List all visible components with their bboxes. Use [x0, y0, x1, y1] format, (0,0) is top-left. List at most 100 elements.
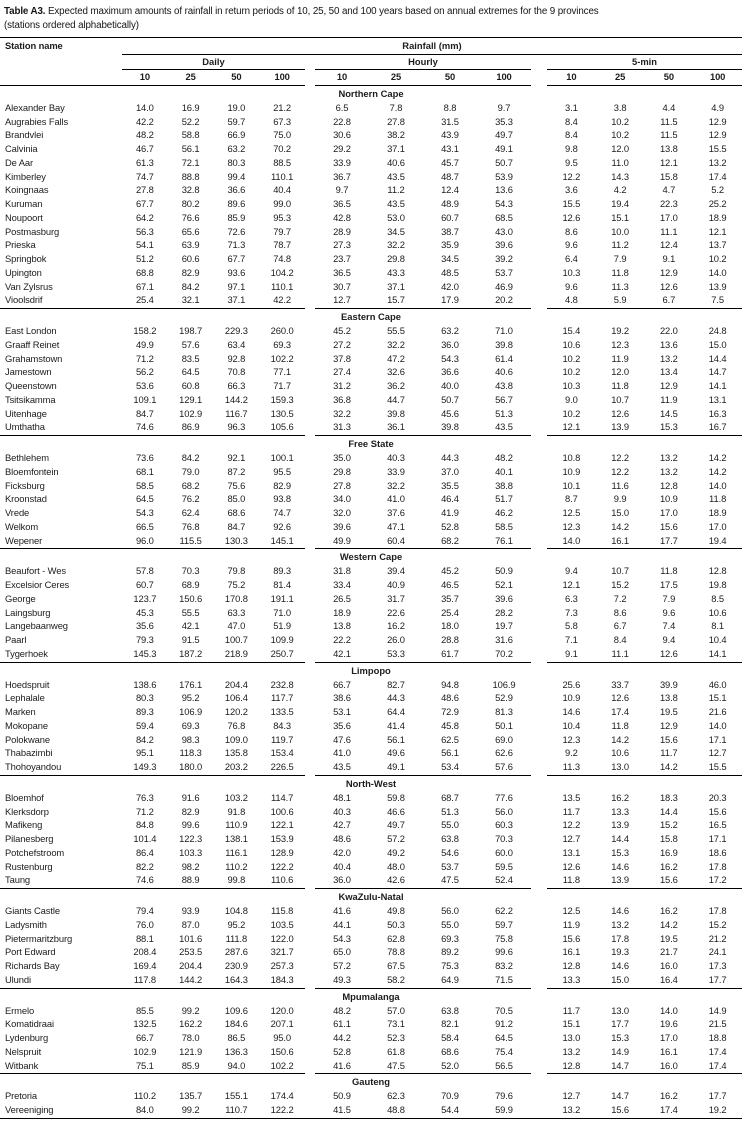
return-period-header-row: 10 25 50 100 10 25 50 100 10 25 50 100	[0, 70, 742, 84]
value-cell: 63.2	[441, 325, 459, 337]
value-cell: 46.7	[135, 143, 154, 155]
value-cell: 79.4	[135, 905, 154, 917]
table-row: Marken 89.3 106.9 120.2 133.5 53.1 64.4 72.9 81.…	[0, 705, 742, 719]
value-cell: 3.6	[565, 184, 578, 196]
value-cell: 62.5	[441, 733, 459, 745]
value-cell: 78.7	[273, 239, 292, 251]
value-cell: 19.2	[611, 325, 630, 337]
value-cell: 68.6	[441, 1045, 459, 1057]
value-cell: 35.0	[333, 452, 351, 464]
value-cell: 79.0	[181, 465, 200, 477]
table-row: Bloemhof 76.3 91.6 103.2 114.7 48.1 59.8 68.7 77…	[0, 791, 742, 805]
value-cell: 14.0	[135, 101, 154, 113]
value-cell: 42.1	[181, 620, 200, 632]
value-cell: 15.6	[659, 520, 678, 532]
value-cell: 65.0	[333, 946, 351, 958]
value-cell: 13.9	[611, 819, 630, 831]
province-header-row-kwazulu-natal: KwaZulu-Natal	[0, 890, 742, 904]
value-cell: 68.8	[135, 266, 154, 278]
return-period-header-daily-100: 100	[274, 71, 290, 83]
value-cell: 87.0	[181, 918, 200, 930]
value-cell: 56.3	[135, 225, 154, 237]
value-cell: 53.7	[441, 860, 459, 872]
value-cell: 52.2	[181, 115, 200, 127]
value-cell: 79.8	[227, 565, 246, 577]
value-cell: 12.9	[659, 380, 678, 392]
value-cell: 17.0	[659, 1032, 678, 1044]
value-cell: 48.7	[441, 170, 459, 182]
value-cell: 40.1	[495, 465, 513, 477]
station-name-cell: Ermelo	[5, 1004, 35, 1016]
value-cell: 53.4	[441, 761, 459, 773]
value-cell: 69.3	[273, 338, 292, 350]
value-cell: 132.5	[133, 1018, 157, 1030]
return-period-header-hourly-10: 10	[336, 71, 348, 83]
value-cell: 109.1	[133, 393, 157, 405]
table-row: Noupoort 64.2 76.6 85.9 95.3 42.8 53.0 60.7 68.5…	[0, 211, 742, 225]
value-cell: 9.6	[565, 239, 578, 251]
value-cell: 58.4	[441, 1032, 459, 1044]
value-cell: 68.9	[181, 579, 200, 591]
value-cell: 74.7	[273, 507, 292, 519]
table-row: Koingnaas 27.8 32.8 36.6 40.4 9.7 11.2 12.4 13.6…	[0, 183, 742, 197]
value-cell: 17.7	[611, 1018, 630, 1030]
value-cell: 41.4	[387, 719, 405, 731]
value-cell: 72.1	[181, 156, 200, 168]
value-cell: 95.3	[273, 211, 292, 223]
value-cell: 15.3	[611, 1032, 630, 1044]
table-row: Thohoyandou 149.3 180.0 203.2 226.5 43.5 49.1 5…	[0, 760, 742, 774]
value-cell: 118.3	[179, 747, 202, 759]
value-cell: 31.8	[333, 565, 351, 577]
value-cell: 71.0	[273, 606, 292, 618]
value-cell: 49.3	[333, 973, 351, 985]
rule-segment	[0, 435, 305, 437]
value-cell: 91.8	[227, 805, 246, 817]
rule-segment	[547, 84, 742, 86]
value-cell: 15.7	[387, 294, 405, 306]
value-cell: 42.2	[135, 115, 154, 127]
return-period-header-5-min-10: 10	[566, 71, 577, 83]
value-cell: 52.8	[441, 520, 459, 532]
value-cell: 76.1	[495, 534, 513, 546]
value-cell: 13.0	[611, 761, 630, 773]
table-number-label: Table A3.	[4, 6, 46, 17]
station-name-cell: Upington	[5, 266, 42, 278]
value-cell: 92.1	[227, 452, 246, 464]
table-row: Pretoria 110.2 135.7 155.1 174.4 50.9 62.3 70.9…	[0, 1089, 742, 1103]
table-row: Klerksdorp 71.2 82.9 91.8 100.6 40.3 46.6 51.3 5…	[0, 805, 742, 819]
value-cell: 70.2	[495, 647, 513, 659]
value-cell: 52.4	[495, 874, 513, 886]
station-name-cell: Umthatha	[5, 421, 45, 433]
value-cell: 15.1	[562, 1018, 581, 1030]
value-cell: 12.9	[659, 719, 678, 731]
return-period-header-hourly-25: 25	[390, 71, 402, 83]
value-cell: 74.6	[135, 874, 154, 886]
value-cell: 45.3	[135, 606, 154, 618]
value-cell: 17.4	[659, 1104, 678, 1116]
value-cell: 61.4	[495, 352, 513, 364]
value-cell: 10.1	[562, 479, 581, 491]
rule-segment	[315, 774, 531, 776]
value-cell: 51.9	[273, 620, 292, 632]
value-cell: 27.3	[333, 239, 351, 251]
value-cell: 48.9	[441, 198, 459, 210]
province-separator-rule-row	[0, 307, 742, 310]
value-cell: 257.3	[270, 960, 294, 972]
value-cell: 41.0	[387, 493, 405, 505]
value-cell: 47.2	[387, 352, 405, 364]
value-cell: 16.0	[659, 1059, 678, 1071]
value-cell: 22.2	[333, 634, 351, 646]
value-cell: 13.2	[659, 465, 678, 477]
value-cell: 11.3	[611, 280, 629, 292]
value-cell: 12.9	[708, 115, 727, 127]
value-cell: 13.2	[611, 918, 630, 930]
table-row: Giants Castle 79.4 93.9 104.8 115.8 41.6 49.8 5…	[0, 904, 742, 918]
value-cell: 13.2	[562, 1104, 581, 1116]
value-cell: 122.0	[270, 932, 294, 944]
station-name-cell: Giants Castle	[5, 905, 60, 917]
province-separator-rule-row	[0, 987, 742, 990]
value-cell: 287.6	[224, 946, 248, 958]
value-cell: 16.1	[659, 1045, 678, 1057]
value-cell: 39.9	[659, 678, 678, 690]
table-row: Postmasburg 56.3 65.6 72.6 79.7 28.9 34.5 38.7 4…	[0, 225, 742, 239]
